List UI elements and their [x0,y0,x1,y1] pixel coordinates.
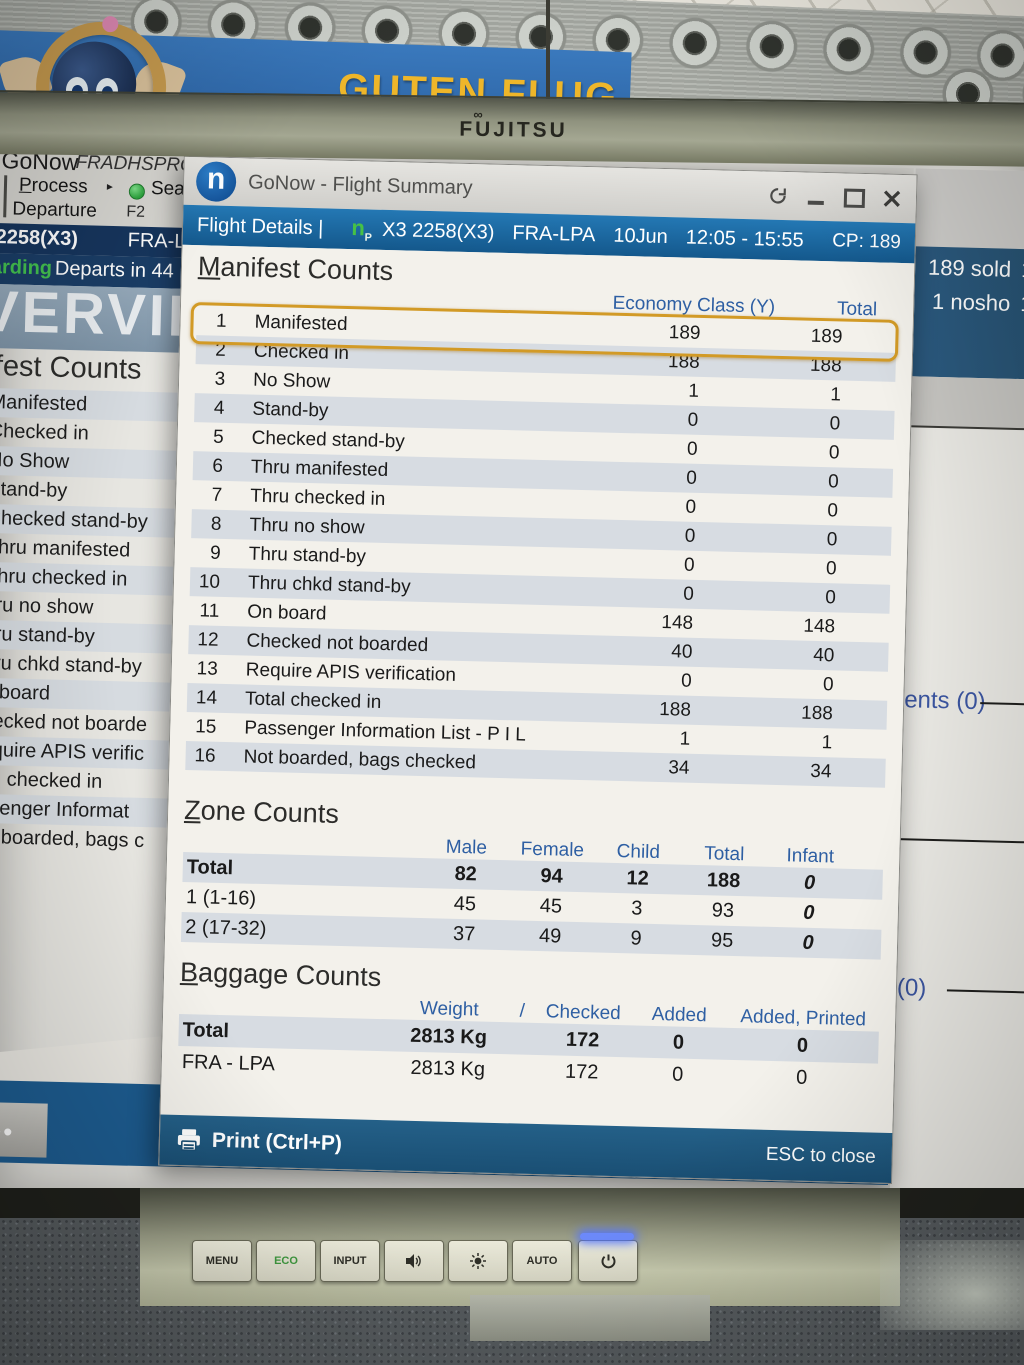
close-button[interactable] [880,186,905,211]
ellipsis-icon: ••• [0,1115,15,1147]
power-icon [601,1254,615,1268]
right-panel-divider [898,838,1024,845]
monitor-eco-button[interactable]: ECO [256,1240,316,1282]
checked-column-header: Checked [545,1001,621,1025]
more-options-button[interactable]: ••• [0,1101,48,1158]
monitor-menu-button[interactable]: MENU [192,1240,252,1282]
submenu-arrow-icon: ► [104,181,116,194]
header-capacity: CP: 189 [831,230,902,253]
counts-heading: ifest Counts [0,349,142,386]
zero-rule [946,989,1024,995]
added-column-header: Added [651,1003,707,1027]
header-route: FRA-LPA [512,221,596,246]
minimize-button[interactable] [804,185,829,210]
comments-rule [980,702,1024,707]
gonow-logo-icon: n [195,161,237,203]
power-button-area [578,1233,638,1282]
manifest-rows: 1 Manifested 189 189 2 Checked in 188 188 3 No … [185,302,899,788]
dialog-footer: Print (Ctrl+P) ESC to close [159,1114,893,1184]
monitor-input-button[interactable]: INPUT [320,1240,380,1282]
sold-summary-panel: 189 sold 1 nosho 1 1 [910,246,1024,381]
departs-countdown: Departs in 44 [54,257,175,283]
noshow-count: 1 nosho [931,288,1011,316]
total-column-header: Total [703,843,745,866]
monitor-bottom-bezel: MENU ECO INPUT AUTO [140,1188,900,1306]
infant-column-header: Infant [786,845,835,868]
total-column-header: Total [836,298,878,321]
zero-section-label: (0) [896,974,927,1002]
comments-section-label: ents (0) [903,686,986,716]
print-label: Print (Ctrl+P) [211,1128,343,1156]
status-dot-icon [128,183,146,200]
window-title: GoNow - Flight Summary [247,170,473,199]
fujitsu-infinity-mark: ∞ [473,106,483,122]
monitor-brightness-button[interactable] [448,1240,508,1282]
speaker-icon [406,1254,421,1268]
power-led [580,1233,634,1240]
brightness-icon [470,1253,486,1269]
window-controls [766,184,905,211]
monitor-volume-button[interactable] [384,1240,444,1282]
print-button[interactable]: Print (Ctrl+P) [176,1128,343,1156]
monitor-button-strip: MENU ECO INPUT AUTO [192,1233,638,1282]
printer-icon [177,1129,200,1152]
menu-separator [3,175,8,218]
right-panel-band [909,376,1024,431]
esc-hint: ESC to close [765,1143,876,1168]
departure-shortcut: F2 [126,203,146,221]
economy-column-header: Economy Class (Y) [612,292,776,318]
male-column-header: Male [445,836,488,859]
monitor-stand [470,1295,710,1341]
child-column-header: Child [616,840,661,864]
monitor-screen: GoNow FRADHSPROD2 Process ► Search Depar… [0,150,1024,1194]
header-date: 10Jun [613,224,669,248]
desk-highlight [880,1240,1024,1330]
monitor-power-button[interactable] [578,1240,638,1282]
monitor-brand-logo: ∞ FUJITSU [459,106,568,143]
refresh-icon[interactable] [766,184,791,209]
right-panel-top [913,168,1024,251]
zone-counts-section: Zone Counts Male Female Child Total Infa… [180,795,884,960]
sold-count: 189 sold [927,254,1012,282]
flight-details-label: Flight Details | [196,213,324,239]
monitor-top-bezel: ∞ FUJITSU [0,90,1024,167]
gonow-pax-icon: nP [351,214,373,244]
hanging-cable [546,0,550,100]
flight-summary-dialog: n GoNow - Flight Summary Flight Details … [158,155,918,1185]
menu-item-process[interactable]: Process [18,174,88,198]
screen-content: GoNow FRADHSPROD2 Process ► Search Depar… [0,150,1024,1194]
slash-separator: / [519,1000,526,1022]
manifest-counts-section: Manifest Counts Economy Class (Y) Total … [185,251,899,788]
flight-route: FRA-L [127,229,186,253]
maximize-button[interactable] [842,185,867,210]
header-flight-number: X3 2258(X3) [381,218,495,244]
dialog-body: Manifest Counts Economy Class (Y) Total … [160,244,915,1134]
baggage-counts-section: Baggage Counts Weight / Checked Added Ad… [177,957,880,1096]
dialog-titlebar[interactable]: n GoNow - Flight Summary [183,156,917,224]
weight-column-header: Weight [419,998,479,1021]
edge-digit: 1 [1020,291,1024,317]
header-time: 12:05 - 15:55 [685,226,804,252]
boarding-status: arding [0,255,53,280]
monitor-auto-button[interactable]: AUTO [512,1240,572,1282]
female-column-header: Female [520,838,585,862]
flight-number: 2258(X3) [0,226,79,251]
menu-item-departure[interactable]: Departure [12,198,98,222]
